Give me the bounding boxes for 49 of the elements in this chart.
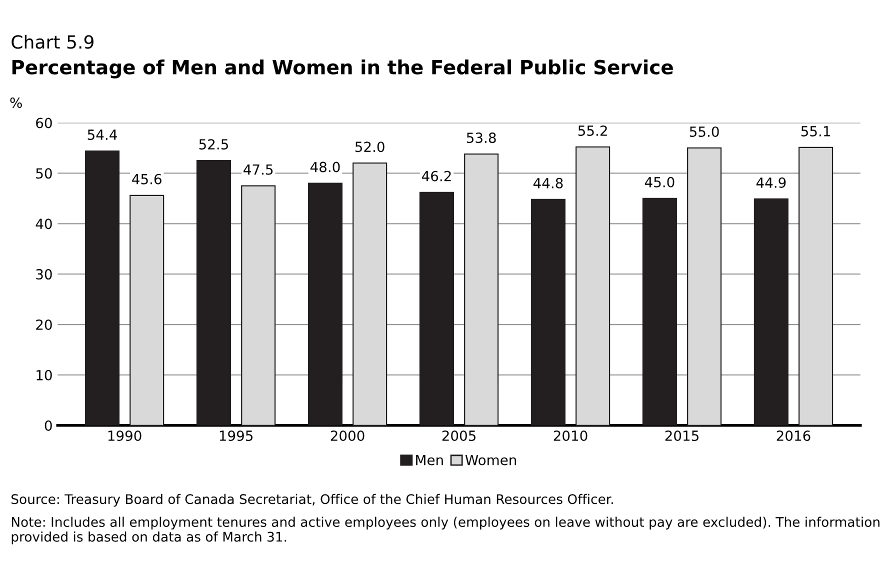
x-tick-label: 2016 [776,430,810,442]
bar [642,198,677,426]
bar [576,146,610,426]
legend-label: Women [465,454,516,466]
source-note: Source: Treasury Board of Canada Secretariat, Office of the Chief Human Resources Officer. [12,494,613,507]
data-label: 52.0 [355,142,384,152]
y-tick-label: 50 [36,168,52,179]
bar [687,147,722,426]
data-label: 53.8 [466,132,496,144]
data-label: 55.2 [578,125,607,136]
x-tick-label: 2005 [442,430,476,442]
x-tick-label: 2015 [665,430,698,442]
data-label: 47.5 [244,164,273,175]
data-label: 54.4 [88,130,117,140]
chart-subtitle: Percentage of Men and Women in the Federal Public Service [12,59,673,78]
data-label: 55.0 [690,126,719,137]
y-tick-label: 30 [36,269,52,280]
bar [754,198,788,426]
y-tick-label: 0 [44,420,52,431]
x-tick-label: 1995 [220,430,252,442]
y-axis-title: % [10,97,22,108]
data-label: 55.1 [801,126,830,136]
bar [84,150,120,426]
y-tick-label: 20 [36,319,52,330]
bar [798,146,834,426]
bar [530,198,566,426]
data-label: 44.9 [756,177,786,188]
bar [464,153,499,426]
data-label: 48.0 [310,162,340,172]
data-label: 46.2 [422,170,451,182]
chart-title: Chart 5.9 [12,34,94,49]
x-tick-label: 2010 [554,430,588,442]
bar [130,194,164,426]
bar [241,185,276,426]
data-label: 52.5 [199,139,228,150]
bar [308,182,343,426]
bar [196,160,232,426]
legend-label: Men [416,454,443,466]
data-label: 44.8 [533,178,563,188]
y-tick-label: 10 [36,370,52,380]
y-tick-label: 40 [36,218,52,230]
data-label: 45.0 [644,176,674,188]
bar [352,162,388,426]
text: Note: Includes all employment tenures and active employees only (employees on leave without pay are excluded). The information provided is based on data as of March 31. [12,516,880,544]
bar [419,192,454,426]
x-tick-label: 1990 [108,430,142,442]
y-tick-label: 60 [36,118,52,128]
x-tick-label: 2000 [330,430,364,442]
data-label: 45.6 [132,174,162,184]
